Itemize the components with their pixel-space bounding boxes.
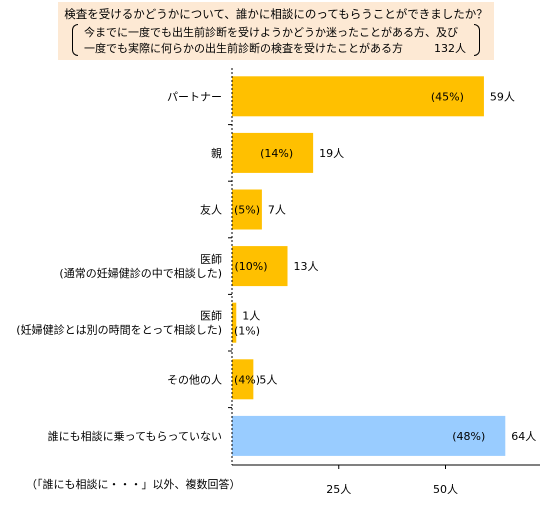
category-label: 医師 (200, 253, 222, 266)
percent-label: (48%) (452, 430, 485, 443)
category-label: (妊婦健診とは別の時間をとって相談した) (16, 323, 222, 337)
x-tick-label: 25人 (326, 483, 351, 496)
bar (232, 189, 262, 230)
bar (232, 132, 314, 173)
percent-label: (1%) (234, 325, 260, 338)
category-label: 親 (211, 147, 222, 160)
condition-line-2: 一度でも実際に何らかの出生前診断の検査を受けたことがある方 (84, 42, 403, 55)
bar (232, 359, 254, 400)
bar (232, 415, 506, 456)
value-label: 13人 (294, 260, 319, 273)
value-label: 59人 (490, 90, 515, 103)
footnote: （「誰にも相談に・・・」以外、複数回答） (26, 478, 241, 491)
condition-line-1: 今までに一度でも出生前診断を受けようかどうか迷ったことがある方、及び (84, 26, 458, 39)
left-bracket (72, 24, 78, 56)
value-label: 1人 (242, 310, 260, 323)
percent-label: (5%) (234, 204, 260, 217)
value-label: 64人 (511, 430, 536, 443)
value-label: 5人 (259, 373, 277, 386)
respondent-count: 132人 (434, 42, 466, 55)
bar (232, 76, 484, 117)
category-label: 医師 (200, 310, 222, 323)
percent-label: (14%) (260, 147, 293, 160)
value-label: 7人 (268, 204, 286, 217)
percent-label: (10%) (234, 260, 267, 273)
category-label: パートナー (167, 90, 222, 103)
question-header: 検査を受けるかどうかについて、誰かに相談にのってもらうことができましたか？ 今ま… (58, 2, 494, 60)
bar (232, 302, 237, 343)
bar (232, 246, 288, 287)
category-label: その他の人 (167, 373, 222, 386)
x-tick-label: 50人 (433, 483, 458, 496)
value-label: 19人 (319, 147, 344, 160)
percent-label: (45%) (431, 90, 464, 103)
question-title: 検査を受けるかどうかについて、誰かに相談にのってもらうことができましたか？ (64, 7, 488, 21)
category-label: 誰にも相談に乗ってもらっていない (48, 429, 222, 443)
category-label: (通常の妊婦健診の中で相談した) (59, 266, 222, 280)
percent-label: (4%) (234, 373, 260, 386)
category-label: 友人 (200, 203, 222, 217)
